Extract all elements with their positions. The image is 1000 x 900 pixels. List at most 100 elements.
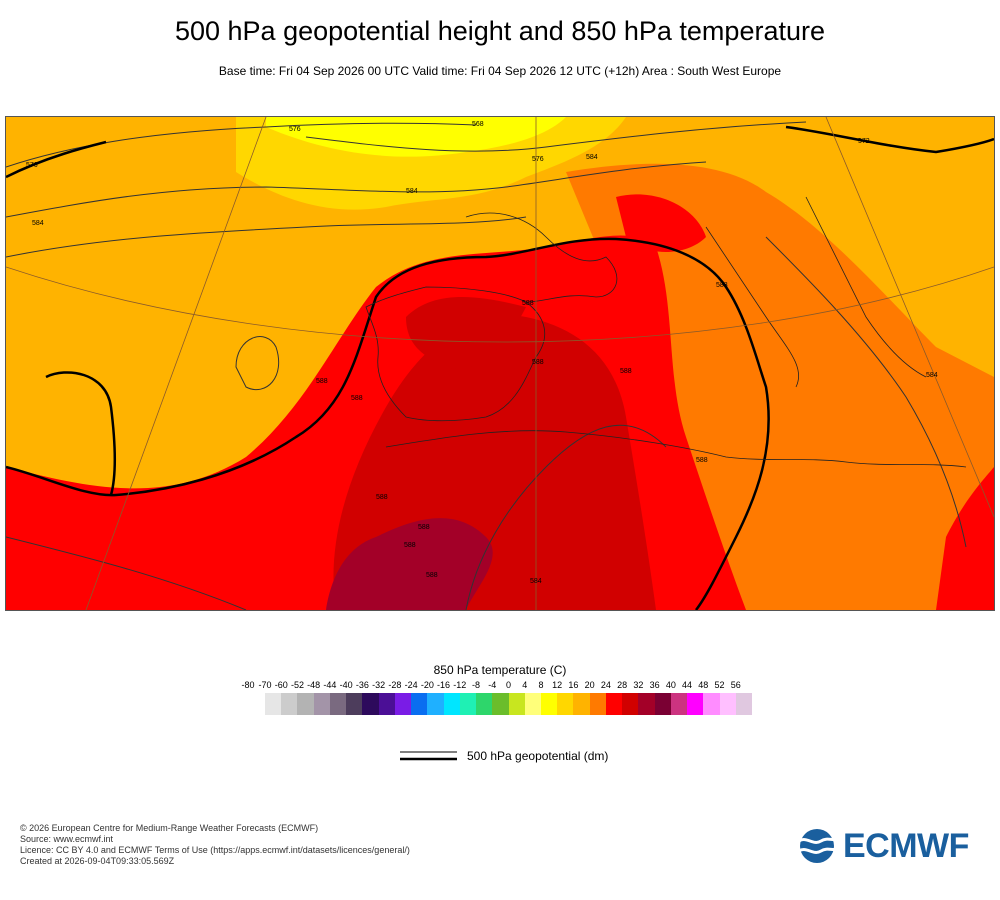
colorbar-tick-label: -20	[420, 680, 434, 690]
colorbar-tick-label: -32	[372, 680, 386, 690]
contour-line-592	[465, 424, 667, 610]
colorbar-swatch	[281, 693, 298, 715]
colorbar-ticks: -80 -70 -60 -52 -48 -44 -40 -36 -32 -28 -24 -20 -16-…	[240, 680, 760, 694]
colorbar-tick-label: 32	[633, 680, 644, 690]
colorbar-swatch	[719, 693, 736, 715]
colorbar-swatch	[297, 693, 314, 715]
colorbar-tick-label: -80	[241, 680, 255, 690]
colorbar-swatch	[524, 693, 541, 715]
colorbar-tick-label: -70	[258, 680, 272, 690]
contour-line-south	[6, 536, 247, 610]
coastline-africa	[385, 430, 967, 468]
colorbar-swatch	[313, 693, 330, 715]
contour-label-11: 588	[522, 300, 534, 307]
contour-label-1: 576	[289, 126, 301, 133]
page-subtitle: Base time: Fri 04 Sep 2026 00 UTC Valid …	[218, 64, 782, 78]
ecmwf-logo[interactable]: ECMWF	[795, 826, 985, 866]
contour-label-12: 588	[532, 359, 544, 366]
geopotential-legend-line	[400, 751, 457, 761]
colorbar	[265, 693, 753, 715]
colorbar-tick-label: 36	[649, 680, 660, 690]
contour-label-18: 588	[418, 524, 430, 531]
colorbar-swatch	[265, 693, 282, 715]
colorbar-swatch	[476, 693, 493, 715]
contour-label-8: 576	[532, 156, 544, 163]
temp-zone-orange-east	[566, 163, 994, 610]
contour-label-20: 588	[426, 572, 438, 579]
colorbar-swatch	[508, 693, 525, 715]
colorbar-swatch	[735, 693, 753, 715]
colorbar-tick-label: -40	[339, 680, 353, 690]
ecmwf-logo-text: ECMWF	[843, 827, 969, 865]
colorbar-swatch	[670, 693, 688, 715]
colorbar-tick-label: -16	[437, 680, 451, 690]
graticule-line-1	[85, 117, 267, 610]
colorbar-tick-label: 56	[730, 680, 741, 690]
colorbar-swatch	[492, 693, 509, 715]
colorbar-swatch	[703, 693, 720, 715]
contour-line-588-loop	[45, 371, 116, 496]
footer-licence: Licence: CC BY 4.0 and ECMWF Terms of Us…	[20, 845, 410, 855]
contour-label-4: 576	[26, 162, 38, 169]
footer-created: Created at 2026-09-04T09:33:05.569Z	[20, 856, 175, 866]
colorbar-tick-label: 16	[568, 680, 579, 690]
weather-map[interactable]: 576 568 584 576 584 572 584 576 588 588 …	[5, 116, 995, 611]
colorbar-tick-label: -24	[404, 680, 418, 690]
coastline-iberia	[365, 286, 545, 422]
contour-line-572	[6, 140, 107, 179]
temp-zone-red-east	[936, 467, 994, 610]
contour-line-588	[6, 237, 770, 610]
colorbar-tick-label: -44	[323, 680, 337, 690]
colorbar-swatch	[394, 693, 412, 715]
footer-credits: © 2026 European Centre for Medium-Range …	[20, 823, 410, 867]
contour-line-580	[305, 121, 807, 152]
contour-line-east	[765, 236, 967, 548]
footer-copyright: © 2026 European Centre for Medium-Range …	[20, 823, 319, 833]
contour-line-closed-low	[235, 336, 280, 391]
colorbar-tick-label: 0	[505, 680, 512, 690]
colorbar-swatch	[362, 693, 379, 715]
colorbar-tick-label: -48	[307, 680, 321, 690]
colorbar-tick-label: -36	[355, 680, 369, 690]
colorbar-tick-label: 4	[522, 680, 528, 690]
colorbar-swatch	[443, 693, 460, 715]
contour-line-north-584	[6, 216, 527, 258]
colorbar-tick-label: 12	[552, 680, 563, 690]
colorbar-swatch	[687, 693, 704, 715]
colorbar-tick-label: 40	[665, 680, 676, 690]
colorbar-tick-label: -12	[453, 680, 467, 690]
ecmwf-logo-icon	[798, 829, 838, 863]
temp-zone-darkred-north	[406, 297, 526, 369]
colorbar-swatch	[589, 693, 606, 715]
colorbar-swatch	[654, 693, 671, 715]
contour-label-19: 588	[404, 542, 416, 549]
footer-source: Source: www.ecmwf.int	[20, 834, 114, 844]
contour-label-17: 588	[376, 494, 388, 501]
colorbar-swatch	[459, 693, 477, 715]
contour-label-13: 588	[620, 368, 632, 375]
colorbar-swatch	[540, 693, 558, 715]
colorbar-swatch	[329, 693, 347, 715]
colorbar-swatch	[638, 693, 655, 715]
temp-zone-coolest-north	[266, 117, 566, 157]
colorbar-tick-label: 20	[584, 680, 595, 690]
colorbar-tick-label: -8	[472, 680, 481, 690]
graticule-line-3	[6, 266, 994, 343]
colorbar-tick-label: 52	[714, 680, 725, 690]
contour-line-572-east	[785, 125, 994, 154]
colorbar-tick-label: 8	[538, 680, 544, 690]
colorbar-tick-label: 28	[617, 680, 628, 690]
coastline-balkans	[805, 196, 927, 378]
graticule-line-4	[825, 117, 994, 518]
contour-label-10: 588	[351, 395, 363, 402]
contour-line-576	[6, 122, 477, 168]
contour-label-14: 588	[316, 378, 328, 385]
contour-label-9: 588	[716, 282, 728, 289]
colorbar-tick-label: 44	[682, 680, 693, 690]
contour-label-3: 584	[406, 188, 418, 195]
colorbar-swatch	[622, 693, 639, 715]
coastline-france	[465, 212, 618, 303]
contour-label-15: 584	[926, 372, 938, 379]
colorbar-swatch	[427, 693, 444, 715]
contour-label-2: 568	[472, 121, 484, 128]
